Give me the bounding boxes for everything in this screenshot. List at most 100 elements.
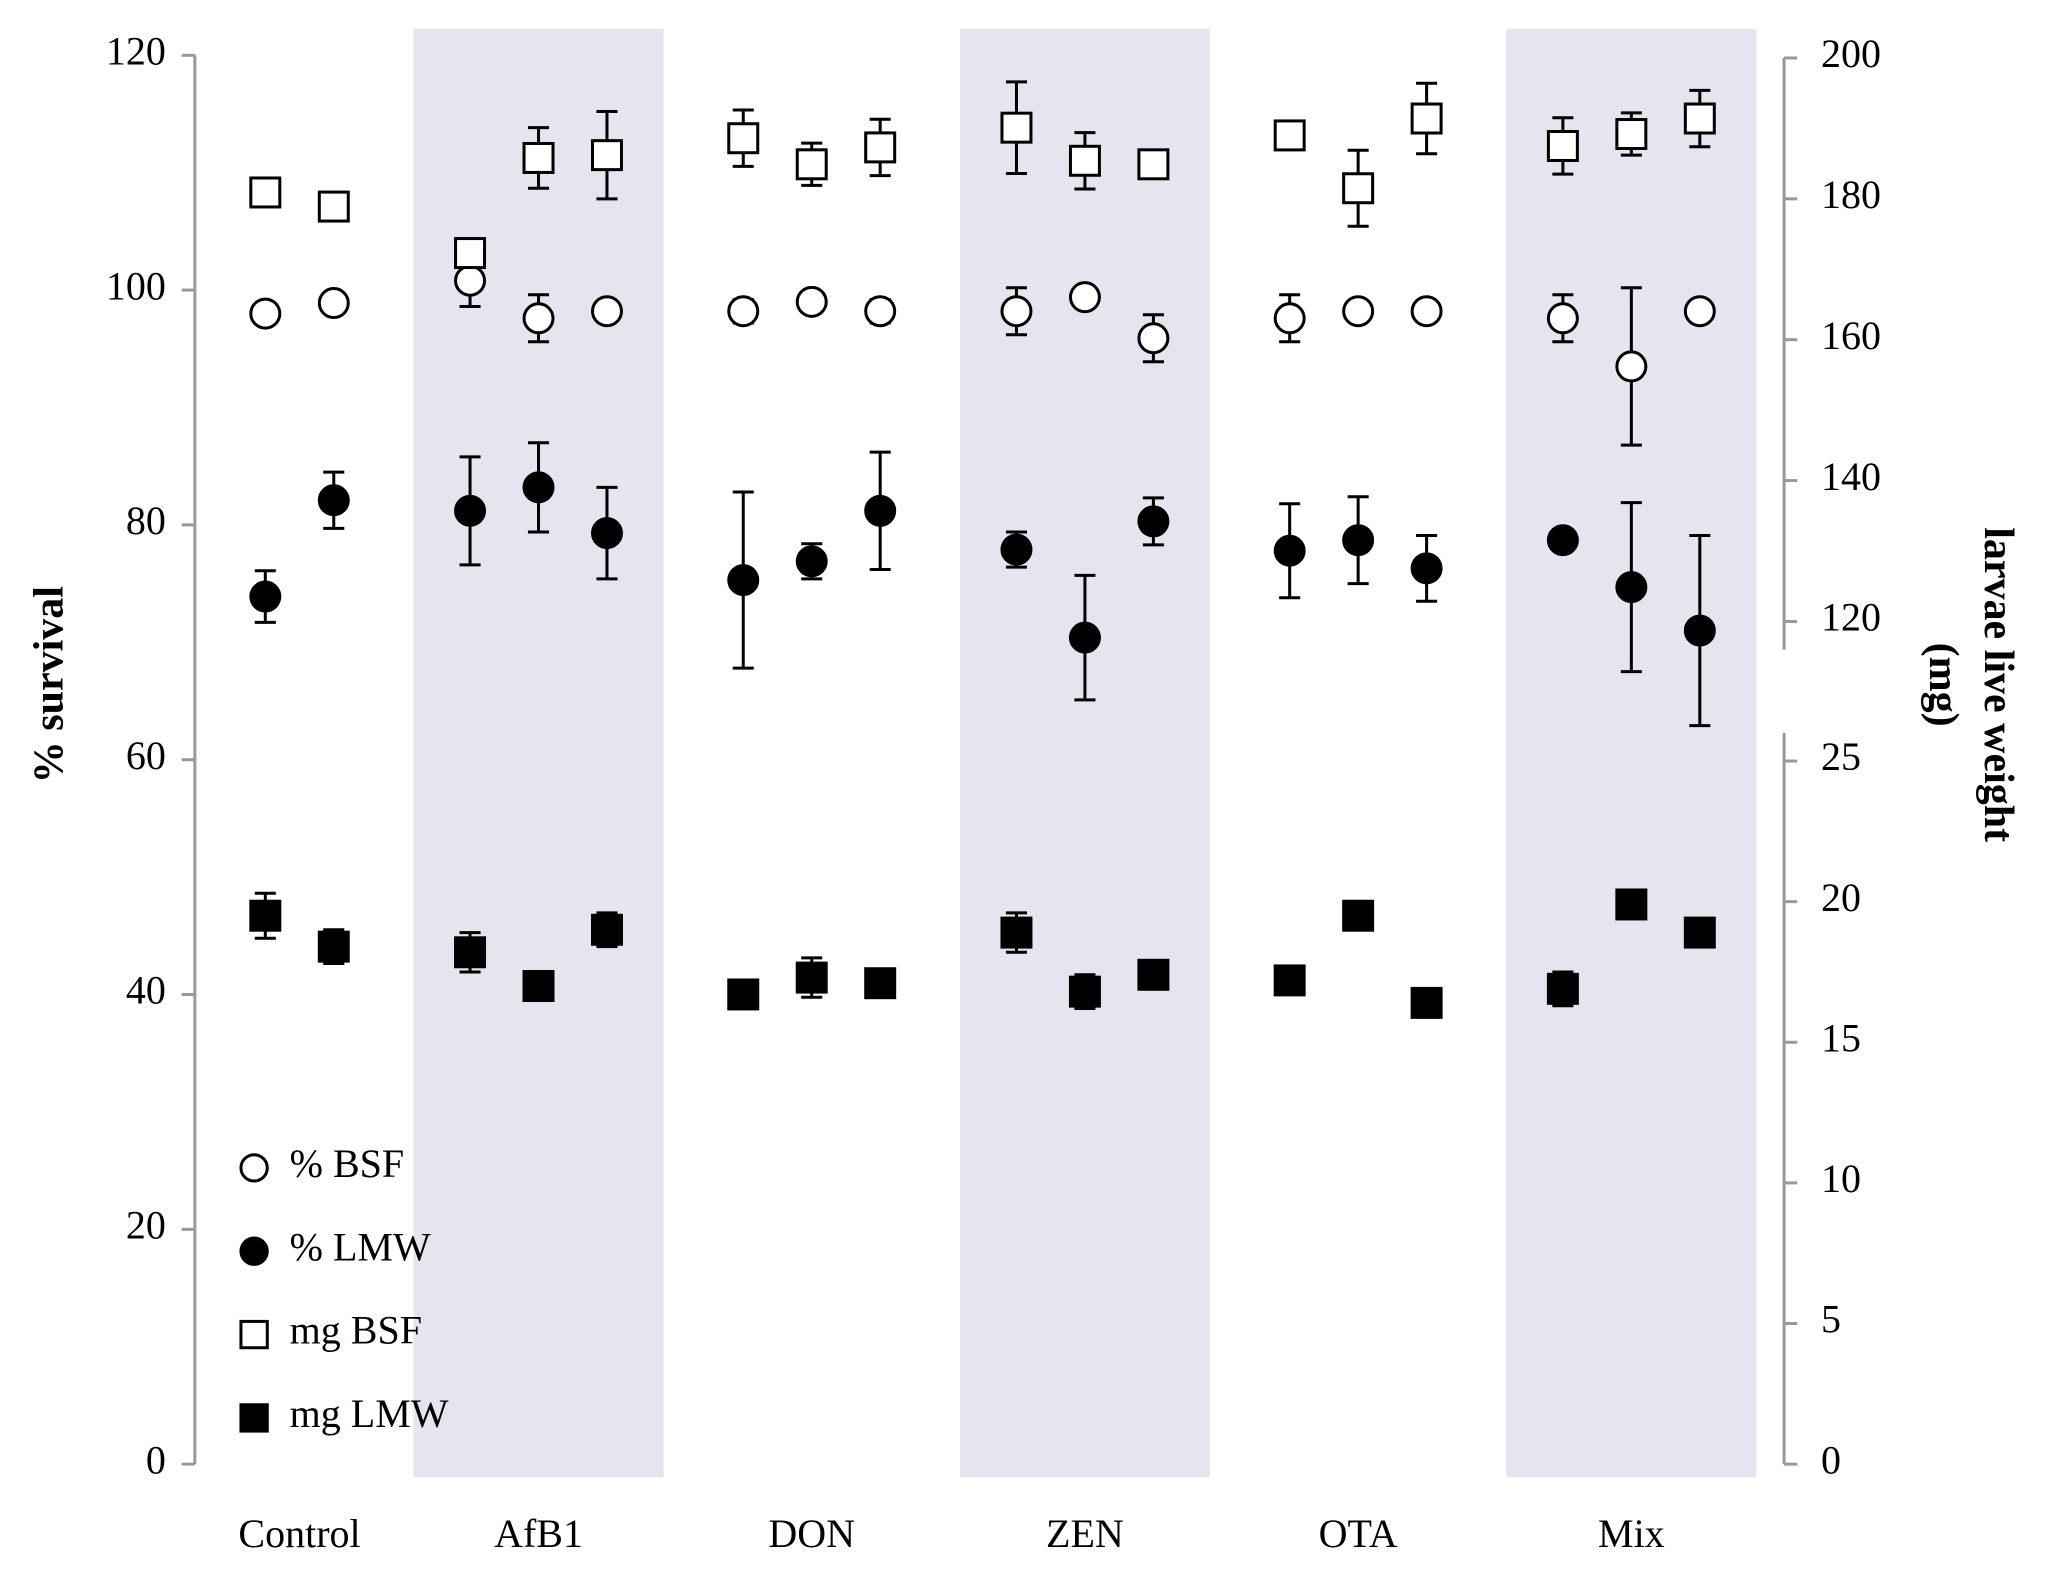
marker (1342, 172, 1375, 205)
y-tick-label: 60 (126, 733, 166, 778)
marker (1546, 524, 1579, 557)
marker (1137, 148, 1170, 181)
marker (1273, 302, 1306, 335)
y3-tick-label: 25 (1821, 734, 1861, 779)
marker (1137, 322, 1170, 355)
marker (1546, 130, 1579, 162)
marker (727, 295, 760, 328)
marker (1068, 281, 1101, 314)
marker (317, 287, 350, 320)
y3-tick-label: 5 (1821, 1297, 1841, 1342)
marker (1137, 958, 1170, 991)
legend-item: % BSF (239, 1141, 405, 1186)
marker (1342, 295, 1375, 328)
marker (795, 545, 828, 578)
bands (413, 28, 1757, 1478)
y3-tick-label: 20 (1821, 875, 1861, 920)
marker (1410, 295, 1443, 328)
marker (1342, 899, 1375, 932)
legend-label: mg BSF (290, 1308, 422, 1353)
x-tick-label: ZEN (1046, 1511, 1124, 1556)
marker (795, 148, 828, 181)
marker (1068, 975, 1101, 1008)
y-tick-label: 120 (106, 28, 166, 73)
marker (317, 930, 350, 963)
y2-tick-label: 160 (1821, 313, 1881, 358)
marker (727, 564, 760, 597)
marker (317, 484, 350, 517)
marker (522, 970, 555, 1003)
x-tick-label: OTA (1319, 1511, 1398, 1556)
marker (591, 295, 623, 328)
plot (249, 80, 1716, 1019)
marker (1000, 533, 1033, 566)
marker (1410, 986, 1443, 1019)
marker (1273, 964, 1306, 997)
y-tick-label: 80 (126, 498, 166, 543)
legend-label: mg LMW (290, 1391, 449, 1436)
marker (249, 297, 282, 330)
y-axis-title: % survival (26, 586, 72, 783)
marker (1410, 102, 1443, 135)
legend-marker (239, 1319, 269, 1350)
marker (1683, 916, 1716, 949)
marker (249, 899, 282, 932)
marker (1137, 505, 1170, 538)
marker (522, 302, 555, 335)
legend-marker (239, 1403, 269, 1433)
marker (1273, 534, 1306, 567)
marker (864, 131, 897, 164)
band (413, 28, 664, 1478)
marker (1615, 118, 1648, 150)
marker (454, 264, 487, 297)
x-tick-label: Mix (1598, 1511, 1665, 1556)
y2-tick-label: 180 (1821, 172, 1881, 217)
marker (1273, 119, 1306, 152)
legend-label: % BSF (290, 1141, 405, 1186)
marker (1342, 524, 1375, 557)
marker (1000, 916, 1033, 949)
marker (249, 176, 282, 209)
legend-item: % LMW (239, 1224, 431, 1269)
marker (727, 122, 760, 155)
marker (454, 494, 487, 527)
marker (1615, 350, 1648, 383)
marker (1615, 571, 1648, 604)
y3-tick-label: 10 (1821, 1156, 1861, 1201)
y3-tick-label: 15 (1821, 1015, 1861, 1060)
marker (1615, 888, 1648, 921)
marker (1683, 102, 1716, 135)
marker (1410, 552, 1443, 585)
y2-tick-label: 120 (1821, 595, 1881, 640)
marker (591, 139, 623, 172)
marker (1068, 621, 1101, 654)
y2-axis-title: larvae live weight (1975, 527, 2021, 842)
legend-item: mg LMW (239, 1391, 449, 1436)
marker (864, 494, 897, 527)
y-tick-label: 0 (146, 1437, 166, 1482)
y2-axis-title: (mg) (1920, 643, 1966, 727)
y2-tick-label: 200 (1821, 31, 1881, 76)
marker (454, 936, 487, 969)
legend-item: mg BSF (239, 1308, 422, 1353)
y3-tick-label: 0 (1821, 1437, 1841, 1482)
x-tick-label: AfB1 (494, 1511, 583, 1556)
marker (1068, 144, 1101, 177)
y-tick-label: 20 (126, 1202, 166, 1247)
marker (1683, 614, 1716, 647)
marker (591, 517, 623, 550)
x-tick-label: Control (238, 1511, 360, 1556)
marker (1000, 295, 1033, 328)
marker (317, 190, 350, 223)
band (1506, 28, 1757, 1478)
marker (1546, 302, 1579, 335)
marker (795, 285, 828, 318)
y2-tick-label: 140 (1821, 454, 1881, 499)
marker (522, 471, 555, 504)
legend-marker (239, 1236, 269, 1266)
marker (1546, 972, 1579, 1005)
marker (454, 237, 487, 270)
marker (727, 978, 760, 1011)
